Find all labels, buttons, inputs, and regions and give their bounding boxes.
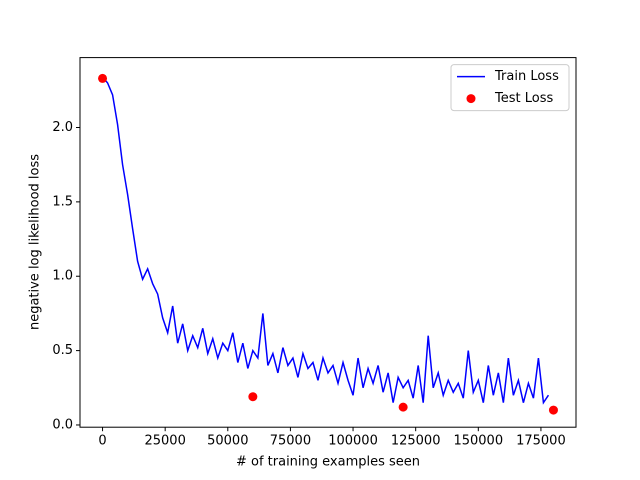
x-tick-label: 50000 bbox=[207, 434, 248, 449]
axes-frame bbox=[79, 57, 577, 428]
x-tick-label: 100000 bbox=[328, 434, 378, 449]
train-loss-line bbox=[101, 76, 550, 405]
x-axis-label: # of training examples seen bbox=[236, 455, 420, 470]
test-loss-point bbox=[548, 405, 558, 415]
x-tick-label: 150000 bbox=[453, 434, 503, 449]
legend-label: Test Loss bbox=[494, 91, 553, 106]
x-tick-label: 175000 bbox=[516, 434, 566, 449]
x-tick-label: 75000 bbox=[270, 434, 311, 449]
x-tick-label: 25000 bbox=[144, 434, 185, 449]
y-tick-label: 0.5 bbox=[52, 343, 73, 358]
y-tick-label: 0.0 bbox=[52, 417, 73, 432]
legend-label: Train Loss bbox=[494, 69, 559, 84]
x-tick-label: 0 bbox=[98, 434, 106, 449]
test-loss-point bbox=[398, 402, 408, 412]
test-loss-point bbox=[98, 73, 108, 83]
y-tick-label: 2.0 bbox=[52, 120, 73, 135]
legend-marker bbox=[466, 94, 476, 104]
y-tick-label: 1.0 bbox=[52, 269, 73, 284]
x-tick-label: 125000 bbox=[391, 434, 441, 449]
y-axis-label: negative log likelihood loss bbox=[28, 154, 43, 330]
test-loss-point bbox=[248, 392, 258, 402]
y-tick-label: 1.5 bbox=[52, 194, 73, 209]
